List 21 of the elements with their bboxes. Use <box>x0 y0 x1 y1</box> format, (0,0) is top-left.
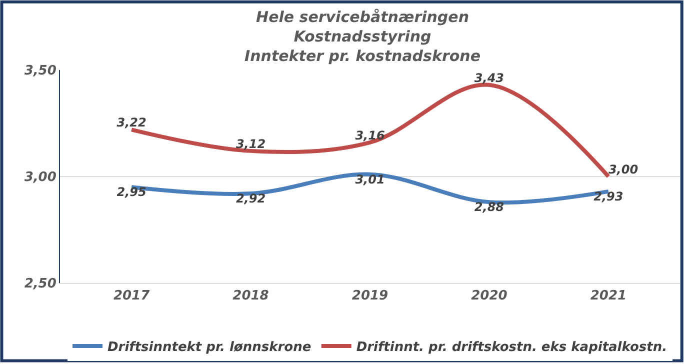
data-label: 3,12 <box>236 136 266 151</box>
legend-label: Driftinnt. pr. driftskostn. eks kapitalkostn. <box>356 340 668 356</box>
x-tick-label: 2018 <box>232 288 269 304</box>
x-tick-label: 2021 <box>590 288 627 304</box>
data-label: 2,95 <box>116 185 146 200</box>
data-label: 3,22 <box>116 116 146 130</box>
data-label: 2,88 <box>474 200 504 214</box>
data-label: 3,01 <box>355 172 385 186</box>
y-tick-label: 2,50 <box>24 276 56 292</box>
data-label: 2,92 <box>236 192 266 206</box>
chart-title: Hele servicebåtnæringen Kostnadsstyring Inntekter pr. kostnadskrone <box>244 8 481 65</box>
data-label: 3,16 <box>355 128 385 142</box>
data-label: 2,93 <box>594 189 624 204</box>
legend-label: Driftsinntekt pr. lønnskrone <box>108 340 312 356</box>
x-tick-label: 2019 <box>352 288 388 304</box>
x-tick-label: 2017 <box>113 288 151 304</box>
data-label: 3,00 <box>608 162 638 176</box>
x-tick-label: 2020 <box>471 288 508 304</box>
y-tick-label: 3,50 <box>24 64 56 79</box>
y-tick-label: 3,00 <box>24 170 56 186</box>
data-label: 3,43 <box>474 70 504 85</box>
